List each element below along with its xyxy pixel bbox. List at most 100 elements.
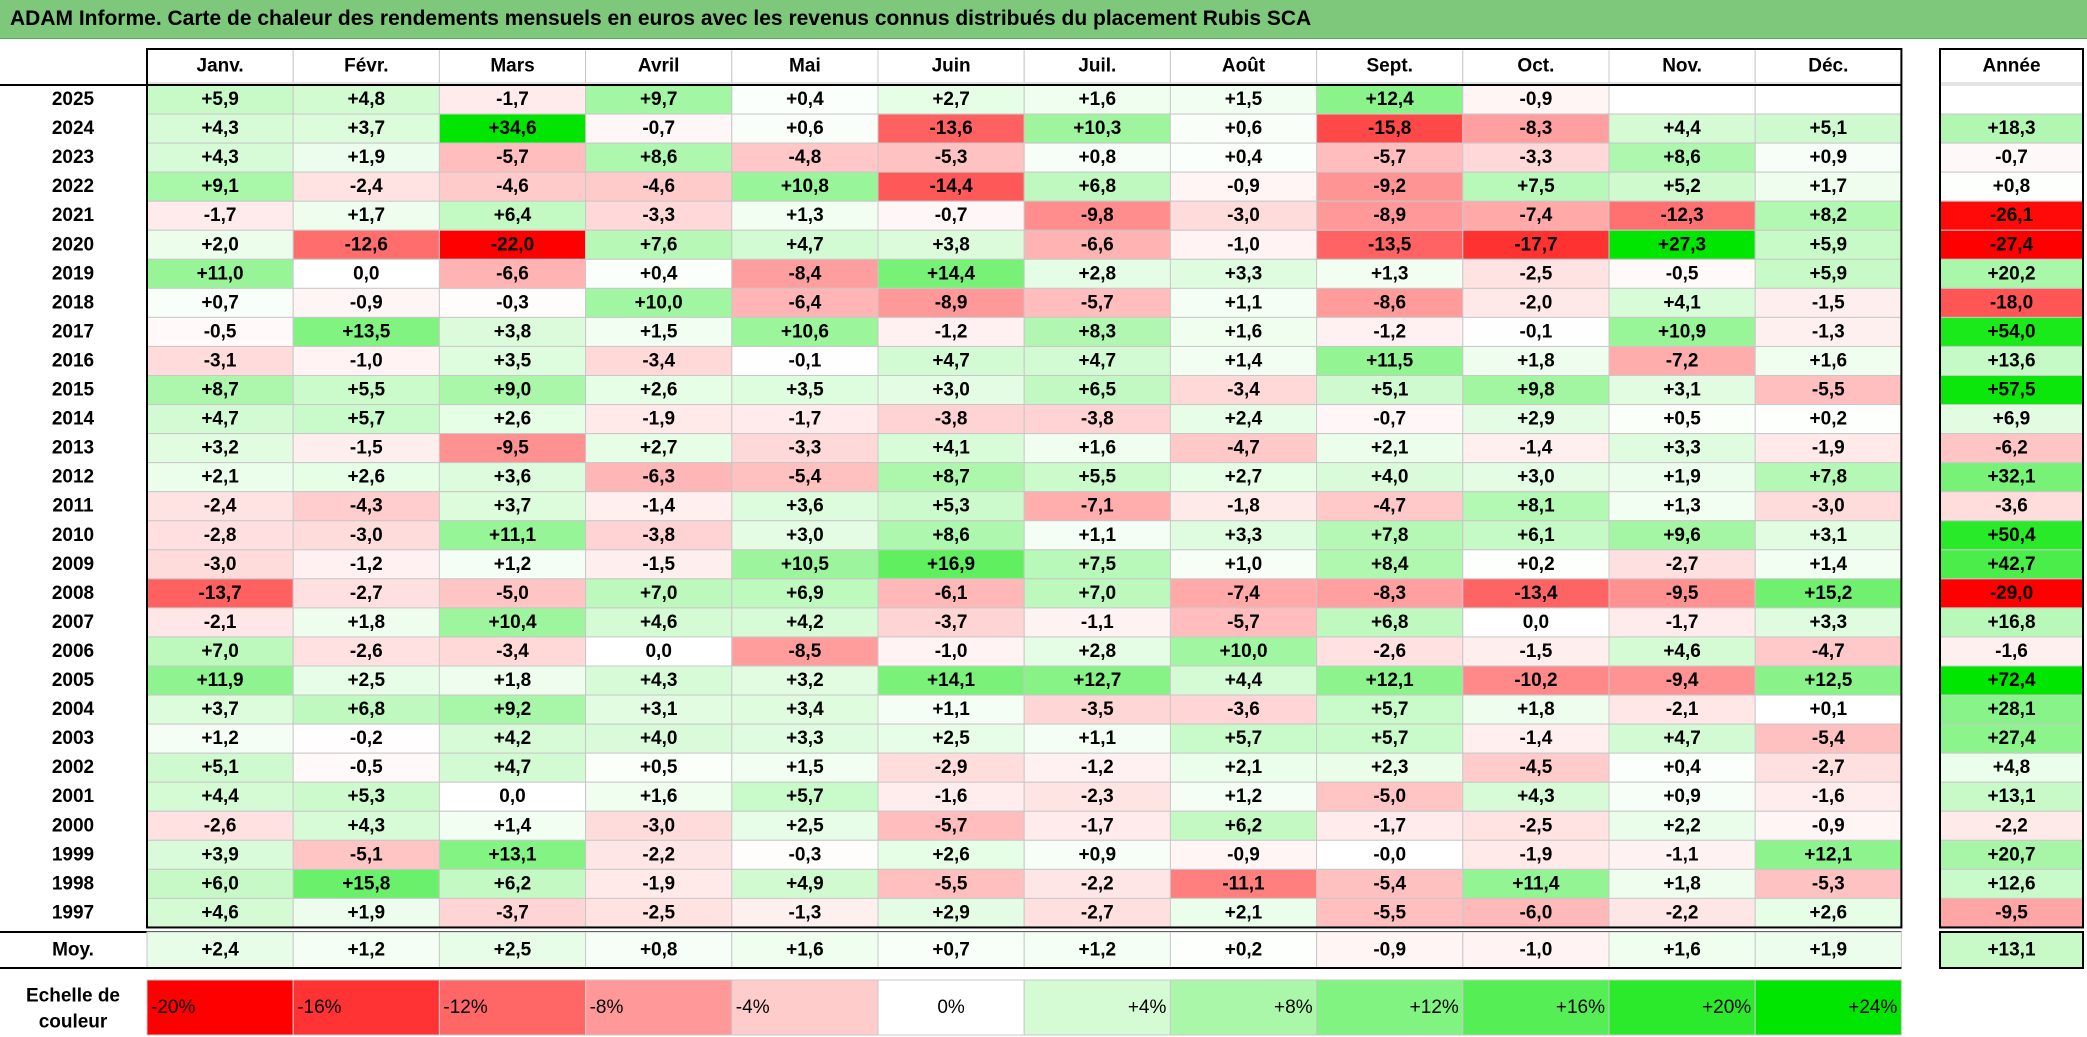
cell-value: -0,7: [642, 118, 675, 139]
heatmap-cell: [585, 810, 733, 841]
heatmap-cell: [877, 84, 1025, 115]
heatmap-cell: [877, 549, 1025, 580]
cell-value: +1,6: [1079, 438, 1117, 459]
cell-value: +4,2: [494, 728, 532, 749]
scale-step-label: +12%: [1410, 997, 1459, 1018]
cell-value: +0,2: [1810, 409, 1848, 430]
cell-value: -6,3: [642, 467, 675, 488]
cell-value: +4,3: [348, 815, 386, 836]
cell-value: +2,1: [201, 467, 239, 488]
cell-value: +2,5: [348, 670, 386, 691]
cell-value: -5,5: [1812, 380, 1845, 401]
heatmap-cell: [1462, 868, 1610, 899]
cell-value: +4,4: [201, 786, 239, 807]
cell-value: +16,9: [927, 554, 975, 575]
heatmap-cell: [1608, 607, 1756, 638]
cell-value: +2,5: [786, 815, 824, 836]
cell-value: -4,7: [1812, 641, 1845, 662]
heatmap-cell: [146, 404, 294, 435]
heatmap-cell: [292, 84, 440, 115]
cell-value: +3,5: [494, 350, 532, 371]
cell-value: -0,2: [350, 728, 383, 749]
cell-value: +4,7: [201, 409, 239, 430]
row-label-year: 2024: [52, 118, 95, 139]
average-cell: [146, 931, 294, 969]
cell-value: -1,6: [1812, 786, 1845, 807]
scale-swatch: [1754, 979, 1902, 1036]
heatmap-cell: [1608, 723, 1756, 754]
cell-value: +5,7: [1371, 728, 1409, 749]
heatmap-cell: [731, 287, 879, 318]
heatmap-cell: [585, 316, 733, 347]
row-label-year: 2007: [52, 612, 94, 633]
cell-value: +8,6: [932, 525, 970, 546]
cell-value: -14,4: [929, 176, 973, 197]
heatmap-cell: [438, 171, 587, 202]
cell-value: -5,7: [496, 147, 529, 168]
cell-value: -0,3: [496, 292, 529, 313]
annual-cell: [1939, 723, 2084, 754]
cell-value: -0,5: [1666, 263, 1699, 284]
heatmap-cell: [1462, 200, 1610, 231]
month-header-cell: [1316, 48, 1464, 84]
row-label-year: 2012: [52, 467, 94, 488]
heatmap-cell: [438, 520, 587, 551]
heatmap-cell: [1608, 345, 1756, 377]
cell-value: +4,7: [1079, 350, 1117, 371]
heatmap-cell: [146, 229, 294, 260]
heatmap-cell: [146, 375, 294, 406]
scale-swatch: [438, 979, 587, 1036]
cell-value: -1,9: [642, 873, 675, 894]
cell-value: -6,0: [1520, 902, 1553, 923]
annual-cell: [1939, 665, 2084, 696]
cell-value: +11,5: [1366, 350, 1413, 371]
annual-cell: [1939, 462, 2084, 493]
heatmap-cell: [292, 607, 440, 638]
cell-value: +1,4: [1225, 350, 1263, 371]
heatmap-cell: [1023, 200, 1171, 231]
annual-cell: [1939, 84, 2084, 115]
cell-value: +3,3: [1810, 612, 1848, 633]
cell-value: +3,5: [786, 380, 824, 401]
cell-value: -3,4: [1227, 380, 1260, 401]
cell-value: -6,4: [789, 292, 822, 313]
heatmap-cell: [1462, 636, 1610, 667]
heatmap-cell: [1316, 84, 1464, 115]
cell-value: -3,8: [1081, 409, 1114, 430]
cell-value: +8,7: [932, 467, 970, 488]
heatmap-cell: [1316, 578, 1464, 609]
cell-value: -1,5: [1520, 641, 1553, 662]
row-label-year: 1998: [52, 873, 94, 894]
heatmap-cell: [438, 113, 587, 144]
cell-value: -2,7: [1812, 757, 1845, 778]
cell-value: +1,3: [1663, 496, 1701, 517]
annual-cell: [1939, 375, 2084, 406]
heatmap-cell: [292, 113, 440, 144]
cell-value: -2,2: [1666, 902, 1699, 923]
heatmap-cell: [1169, 404, 1318, 435]
heatmap-cell: [1754, 113, 1902, 144]
scale-swatch: [585, 979, 733, 1036]
heatmap-cell: [1023, 868, 1171, 899]
heatmap-cell: [585, 375, 733, 406]
cell-value: +0,5: [1663, 409, 1701, 430]
cell-value: -2,7: [1081, 902, 1114, 923]
cell-value: -5,4: [1812, 728, 1845, 749]
cell-value: +0,9: [1810, 147, 1848, 168]
heatmap-cell: [877, 897, 1025, 928]
cell-value: +3,2: [201, 438, 239, 459]
heatmap-cell: [1608, 113, 1756, 144]
heatmap-cell: [1023, 375, 1171, 406]
heatmap-cell: [292, 433, 440, 464]
cell-value: +1,1: [1225, 292, 1263, 313]
heatmap-cell: [1462, 607, 1610, 638]
cell-value: +4,3: [640, 670, 678, 691]
cell-value: +4,0: [640, 728, 678, 749]
cell-value: +7,8: [1810, 467, 1848, 488]
heatmap-cell: [877, 636, 1025, 667]
cell-value: +2,6: [348, 467, 386, 488]
scale-step-label: -4%: [736, 997, 770, 1018]
cell-value: -1,9: [642, 409, 675, 430]
heatmap-cell: [1169, 433, 1318, 464]
